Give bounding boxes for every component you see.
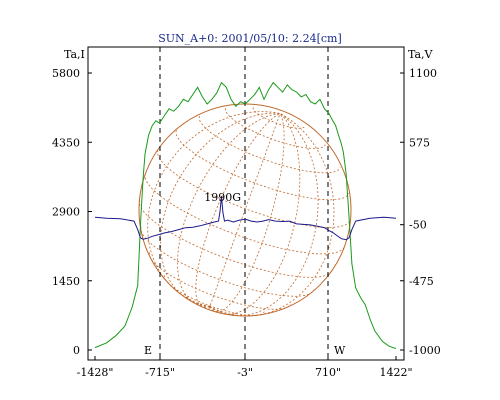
disk-parallel bbox=[225, 108, 326, 149]
limb-label: W bbox=[334, 344, 346, 357]
limb-label: E bbox=[144, 344, 152, 357]
right-tick-label: 1100 bbox=[409, 67, 437, 80]
x-tick-label: -715" bbox=[145, 366, 175, 379]
x-tick-label: 710" bbox=[315, 366, 341, 379]
series-line-2 bbox=[94, 196, 397, 241]
disk-parallel bbox=[252, 107, 306, 129]
disk-meridian bbox=[209, 113, 301, 315]
series-group bbox=[94, 81, 397, 350]
disk-parallel bbox=[138, 199, 333, 278]
x-tick-label: -1428" bbox=[77, 366, 114, 379]
disk-meridian bbox=[195, 113, 281, 308]
disk-meridian bbox=[209, 113, 285, 313]
right-tick-label: -1000 bbox=[409, 344, 441, 357]
disk-meridian bbox=[209, 113, 335, 317]
annotation-label: 1990G bbox=[204, 191, 241, 204]
left-axis-ticks: 0 1450 2900 4350 5800 bbox=[52, 67, 92, 357]
plot-frame bbox=[87, 46, 405, 361]
disk-meridian bbox=[177, 113, 281, 307]
chart-title: SUN_A+0: 2001/05/10: 2.24[cm] bbox=[158, 32, 342, 45]
disk-parallel bbox=[140, 226, 314, 297]
disk-parallel bbox=[175, 130, 350, 201]
right-tick-label: -50 bbox=[409, 219, 427, 232]
left-tick-label: 2900 bbox=[52, 206, 80, 219]
x-tick-label: -3" bbox=[237, 366, 253, 379]
disk-parallel bbox=[157, 149, 351, 228]
disk-parallel bbox=[184, 293, 238, 316]
left-tick-label: 5800 bbox=[52, 67, 80, 80]
x-tick-label: 1422" bbox=[379, 366, 412, 379]
right-axis-label: Ta,V bbox=[408, 48, 434, 61]
left-axis-label: Ta,I bbox=[64, 48, 85, 61]
series-line-1 bbox=[94, 81, 397, 350]
disk-meridian bbox=[208, 113, 281, 310]
disk-parallel bbox=[164, 275, 265, 316]
left-tick-label: 1450 bbox=[52, 275, 80, 288]
right-tick-label: 575 bbox=[409, 136, 430, 149]
disk-meridian bbox=[209, 113, 319, 317]
disk-parallel bbox=[144, 173, 345, 255]
right-tick-label: -475 bbox=[409, 275, 434, 288]
disk-parallel bbox=[148, 252, 291, 310]
disk-parallel bbox=[198, 116, 341, 174]
x-axis-ticks: -1428" -715" -3" 710" 1422" bbox=[77, 356, 413, 379]
solar-disk bbox=[138, 103, 352, 317]
annotations: 1990G bbox=[204, 191, 241, 204]
right-axis-ticks: -1000 -475 -50 575 1100 bbox=[400, 67, 441, 357]
left-tick-label: 0 bbox=[73, 344, 80, 357]
left-tick-label: 4350 bbox=[52, 136, 80, 149]
